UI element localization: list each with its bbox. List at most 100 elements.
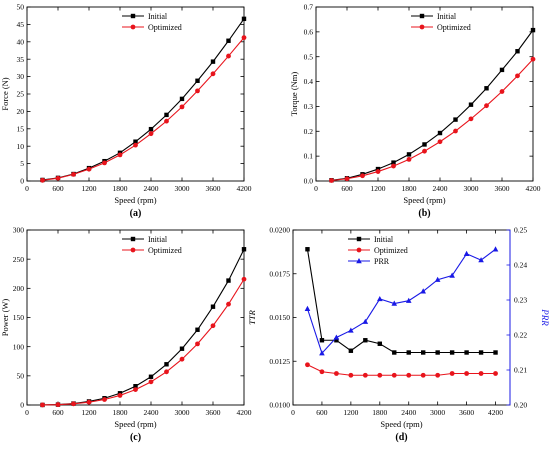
y-tick-label: 250 — [13, 255, 25, 264]
legend-marker — [130, 236, 136, 242]
y-tick-label: 0.4 — [304, 77, 314, 86]
x-tick-label: 1200 — [343, 408, 358, 417]
data-point — [437, 130, 443, 136]
x-tick-label: 4200 — [237, 408, 252, 417]
x-tick-label: 4200 — [488, 408, 503, 417]
data-point — [117, 393, 123, 398]
y-tick-label: 30 — [17, 72, 25, 81]
data-point — [241, 276, 247, 282]
data-point — [360, 173, 365, 179]
y-axis-label: Power (W) — [0, 299, 10, 337]
data-point — [133, 139, 138, 144]
data-point — [406, 372, 412, 378]
data-point — [164, 362, 169, 367]
data-point — [484, 103, 489, 109]
x-tick-label: 4200 — [237, 184, 252, 193]
data-point — [210, 71, 216, 77]
y-tick-label: 20 — [17, 107, 25, 116]
x-tick-label: 600 — [52, 408, 64, 417]
chart-panel-2: 0 600 1200 1800 2400 3000 3600 4200 0.0 0.1 0.2 0.3… — [289, 3, 541, 219]
y-tick-label: 10 — [17, 142, 25, 151]
y2-tick-label: 0.23 — [514, 296, 527, 305]
data-point — [55, 175, 61, 181]
data-point — [334, 338, 339, 343]
panel-label: (d) — [395, 432, 407, 443]
legend-label: Optimized — [374, 246, 408, 255]
data-point — [421, 350, 426, 355]
data-point — [148, 374, 154, 379]
data-point — [305, 247, 310, 252]
y2-tick-label: 0.24 — [514, 261, 527, 270]
data-point — [319, 350, 325, 356]
y2-tick-label: 0.22 — [514, 331, 527, 340]
data-point — [377, 372, 383, 378]
data-point — [304, 305, 311, 311]
x-tick-label: 3000 — [464, 184, 479, 193]
data-point — [148, 379, 154, 385]
data-point — [344, 176, 350, 182]
chart-panel-4: 0 600 1200 1800 2400 3000 3600 4200 0.0100 0.0125… — [247, 226, 550, 443]
data-point — [515, 49, 520, 54]
legend-label: Initial — [437, 12, 457, 21]
legend-entry: Optimized — [411, 23, 471, 32]
legend-label: Optimized — [148, 246, 182, 255]
data-point — [40, 402, 45, 408]
data-point — [241, 35, 247, 41]
data-point — [434, 276, 441, 282]
data-point — [478, 350, 484, 355]
legend-label: Initial — [374, 235, 394, 244]
data-point — [133, 387, 138, 392]
x-tick-label: 0 — [291, 408, 295, 417]
data-point — [86, 399, 92, 405]
y-tick-label: 0.1 — [304, 152, 314, 161]
y-tick-label: 0.3 — [304, 102, 314, 111]
data-point — [464, 350, 469, 355]
y-tick-label: 0.0175 — [269, 269, 290, 278]
x-axis-label: Speed (rpm) — [403, 195, 445, 205]
data-point — [348, 327, 354, 333]
y-tick-label: 0.5 — [304, 52, 314, 61]
data-point — [453, 117, 458, 122]
x-tick-label: 3600 — [495, 184, 510, 193]
data-point — [493, 350, 498, 355]
data-point — [449, 272, 455, 278]
legend-entry: Optimized — [122, 23, 182, 32]
data-point — [499, 67, 505, 73]
data-point — [117, 152, 123, 158]
y-tick-label: 0.0200 — [269, 226, 290, 235]
legend-marker — [419, 13, 425, 19]
data-point — [464, 371, 469, 376]
legend-label: Optimized — [437, 23, 471, 32]
data-point — [406, 350, 411, 355]
data-point — [148, 126, 154, 132]
data-point — [422, 148, 427, 154]
data-point — [478, 371, 484, 376]
data-point — [375, 169, 381, 174]
data-point — [210, 323, 216, 329]
legend-marker — [356, 258, 362, 264]
data-point — [179, 104, 185, 110]
x-tick-label: 2400 — [144, 184, 159, 193]
data-point — [375, 166, 381, 172]
data-point — [463, 250, 470, 256]
y-axis-label: Force (N) — [0, 77, 10, 110]
legend-marker — [356, 247, 362, 253]
data-point — [468, 102, 474, 107]
series-line-2 — [307, 364, 496, 376]
legend-entry: PRR — [348, 257, 390, 266]
x-tick-label: 4200 — [526, 184, 541, 193]
x-tick-label: 3000 — [175, 184, 190, 193]
panel-label: (c) — [130, 432, 141, 443]
series-line-1 — [42, 18, 245, 181]
data-point — [86, 166, 92, 172]
x-tick-label: 0 — [314, 184, 318, 193]
y2-tick-label: 0.20 — [514, 401, 527, 410]
panel-label: (a) — [130, 208, 142, 219]
data-point — [164, 118, 169, 124]
legend-marker — [356, 236, 362, 242]
y-tick-label: 0.0150 — [269, 313, 290, 322]
x-axis-label: Speed (rpm) — [380, 419, 422, 429]
data-point — [305, 362, 310, 368]
y-tick-label: 0.6 — [304, 27, 314, 36]
data-point — [133, 142, 138, 148]
